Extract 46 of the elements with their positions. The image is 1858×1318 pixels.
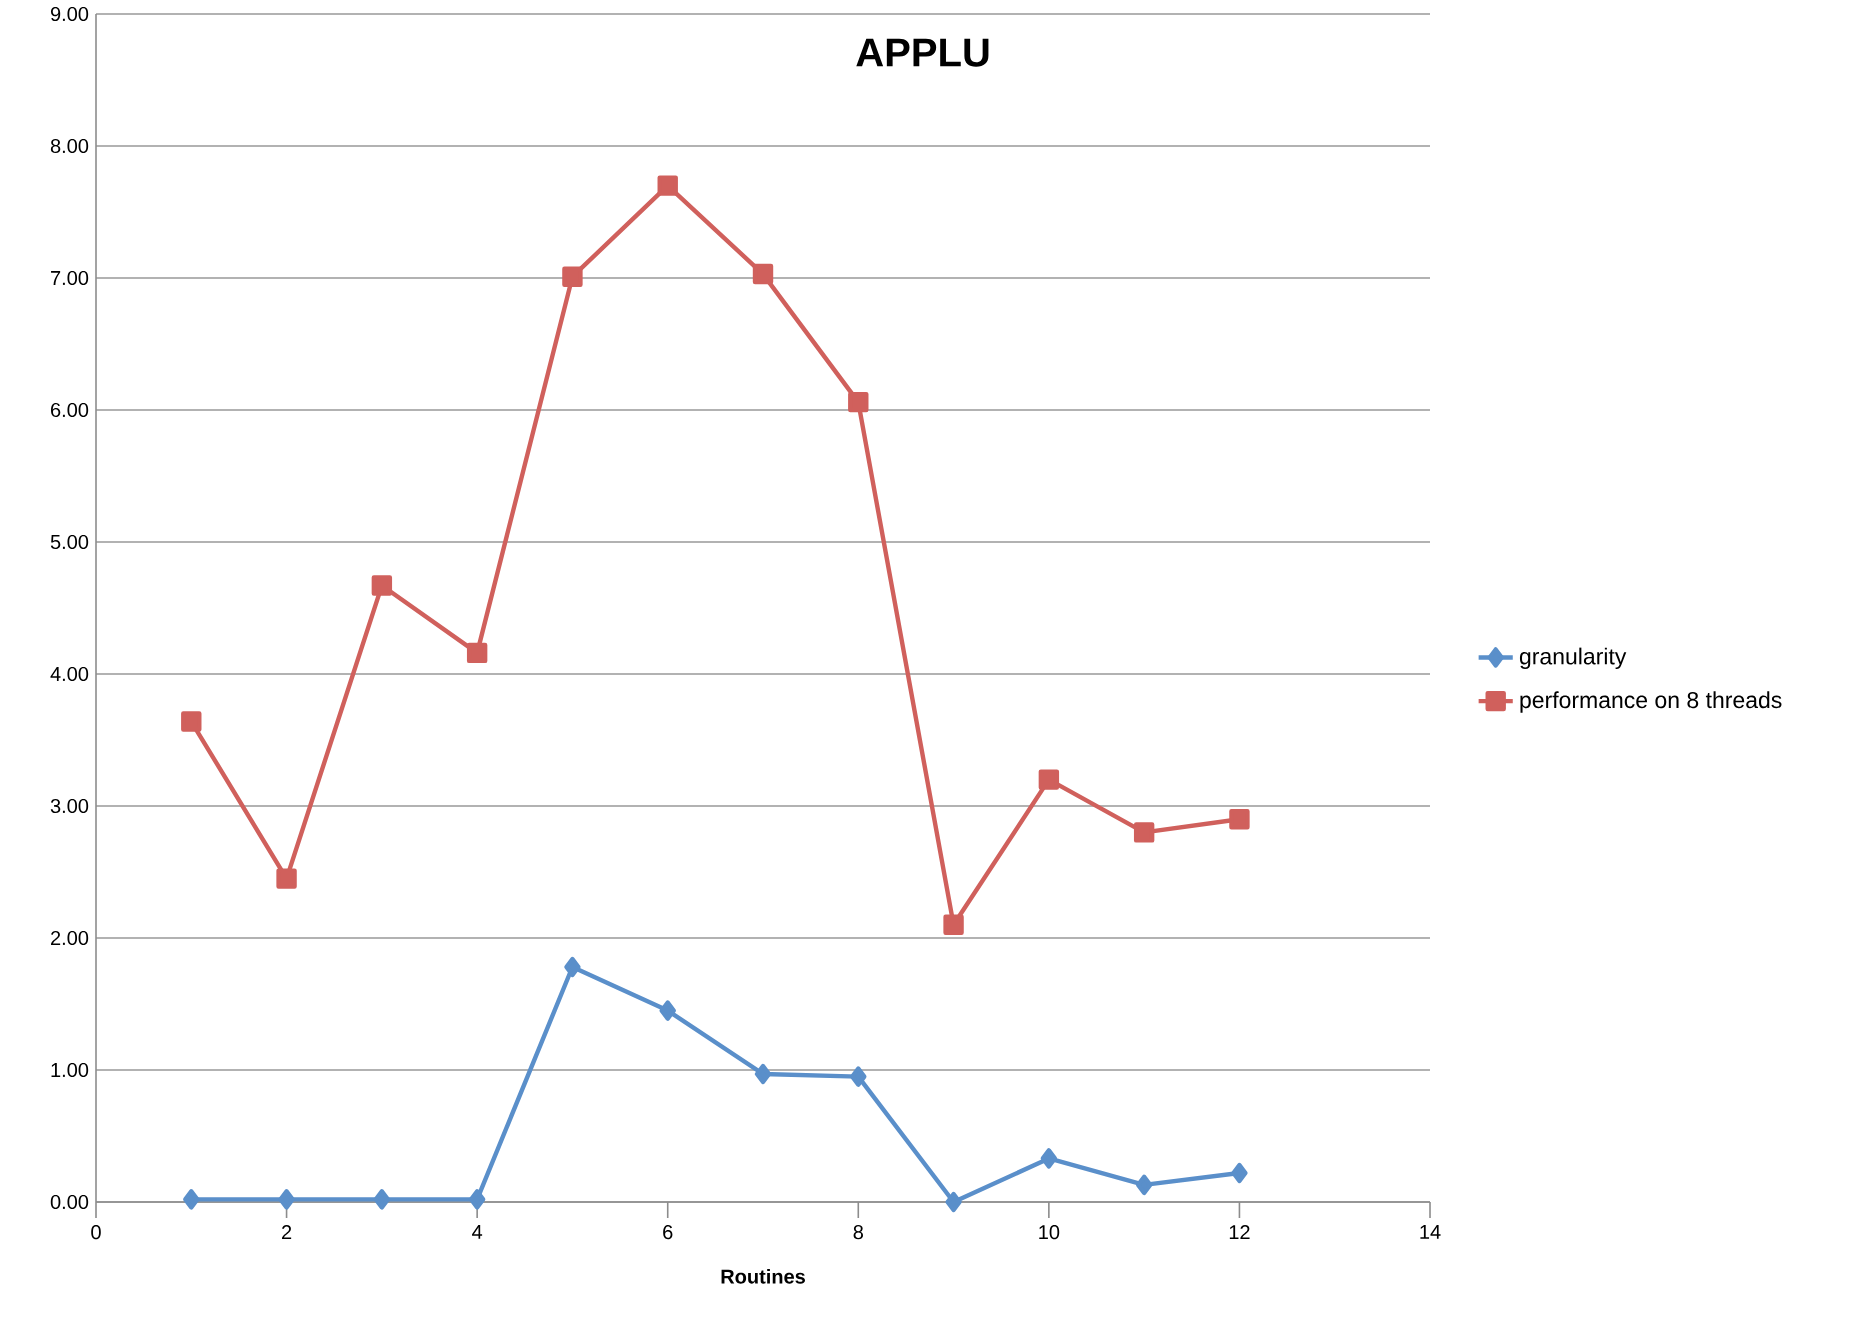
point [754,1063,772,1085]
chart-title: APPLU [856,38,989,67]
point [1133,822,1155,843]
legend-label: granularity [1519,647,1627,670]
point [848,391,869,413]
point [562,266,583,287]
x-tick-label: 8 [853,1225,863,1240]
x-tick-label: 2 [282,1225,292,1240]
x-tick-label: 10 [1039,1225,1060,1240]
x-tick-label: 12 [1229,1225,1250,1240]
point [371,575,393,596]
x-tick-label: 6 [663,1225,673,1240]
point [278,1189,295,1210]
legend-label: performance on 8 threads [1520,691,1782,713]
point [564,956,581,978]
point [945,1191,962,1213]
y-tick-label: 2.00 [51,930,89,946]
y-tick-label: 8.00 [50,138,89,154]
y-tick-label: 4.00 [50,666,89,682]
y-tick-label: 0.00 [50,1194,89,1210]
point [1135,1174,1153,1196]
point [943,914,964,935]
y-tick-label: 5.00 [50,534,89,550]
point [373,1189,391,1210]
y-tick-label: 6.00 [51,402,89,418]
y-tick-label: 7.00 [51,270,89,286]
point [1231,1162,1248,1184]
x-tick-label: 4 [472,1225,483,1239]
point [1038,769,1060,790]
x-axis-title: Routines [721,1268,805,1284]
point [752,263,774,285]
point [466,642,488,664]
point [850,1066,867,1087]
y-tick-label: 3.00 [50,798,89,814]
point [468,1189,486,1210]
y-tick-label: 9.00 [50,6,89,22]
x-tick-label: 14 [1420,1225,1441,1239]
point [181,711,202,732]
x-tick-label: 0 [91,1225,101,1240]
point [183,1189,200,1210]
point [659,1000,676,1021]
point [1229,809,1250,830]
y-tick-label: 1.00 [51,1062,89,1078]
point [1040,1148,1058,1169]
point [657,175,678,196]
point [276,868,297,889]
